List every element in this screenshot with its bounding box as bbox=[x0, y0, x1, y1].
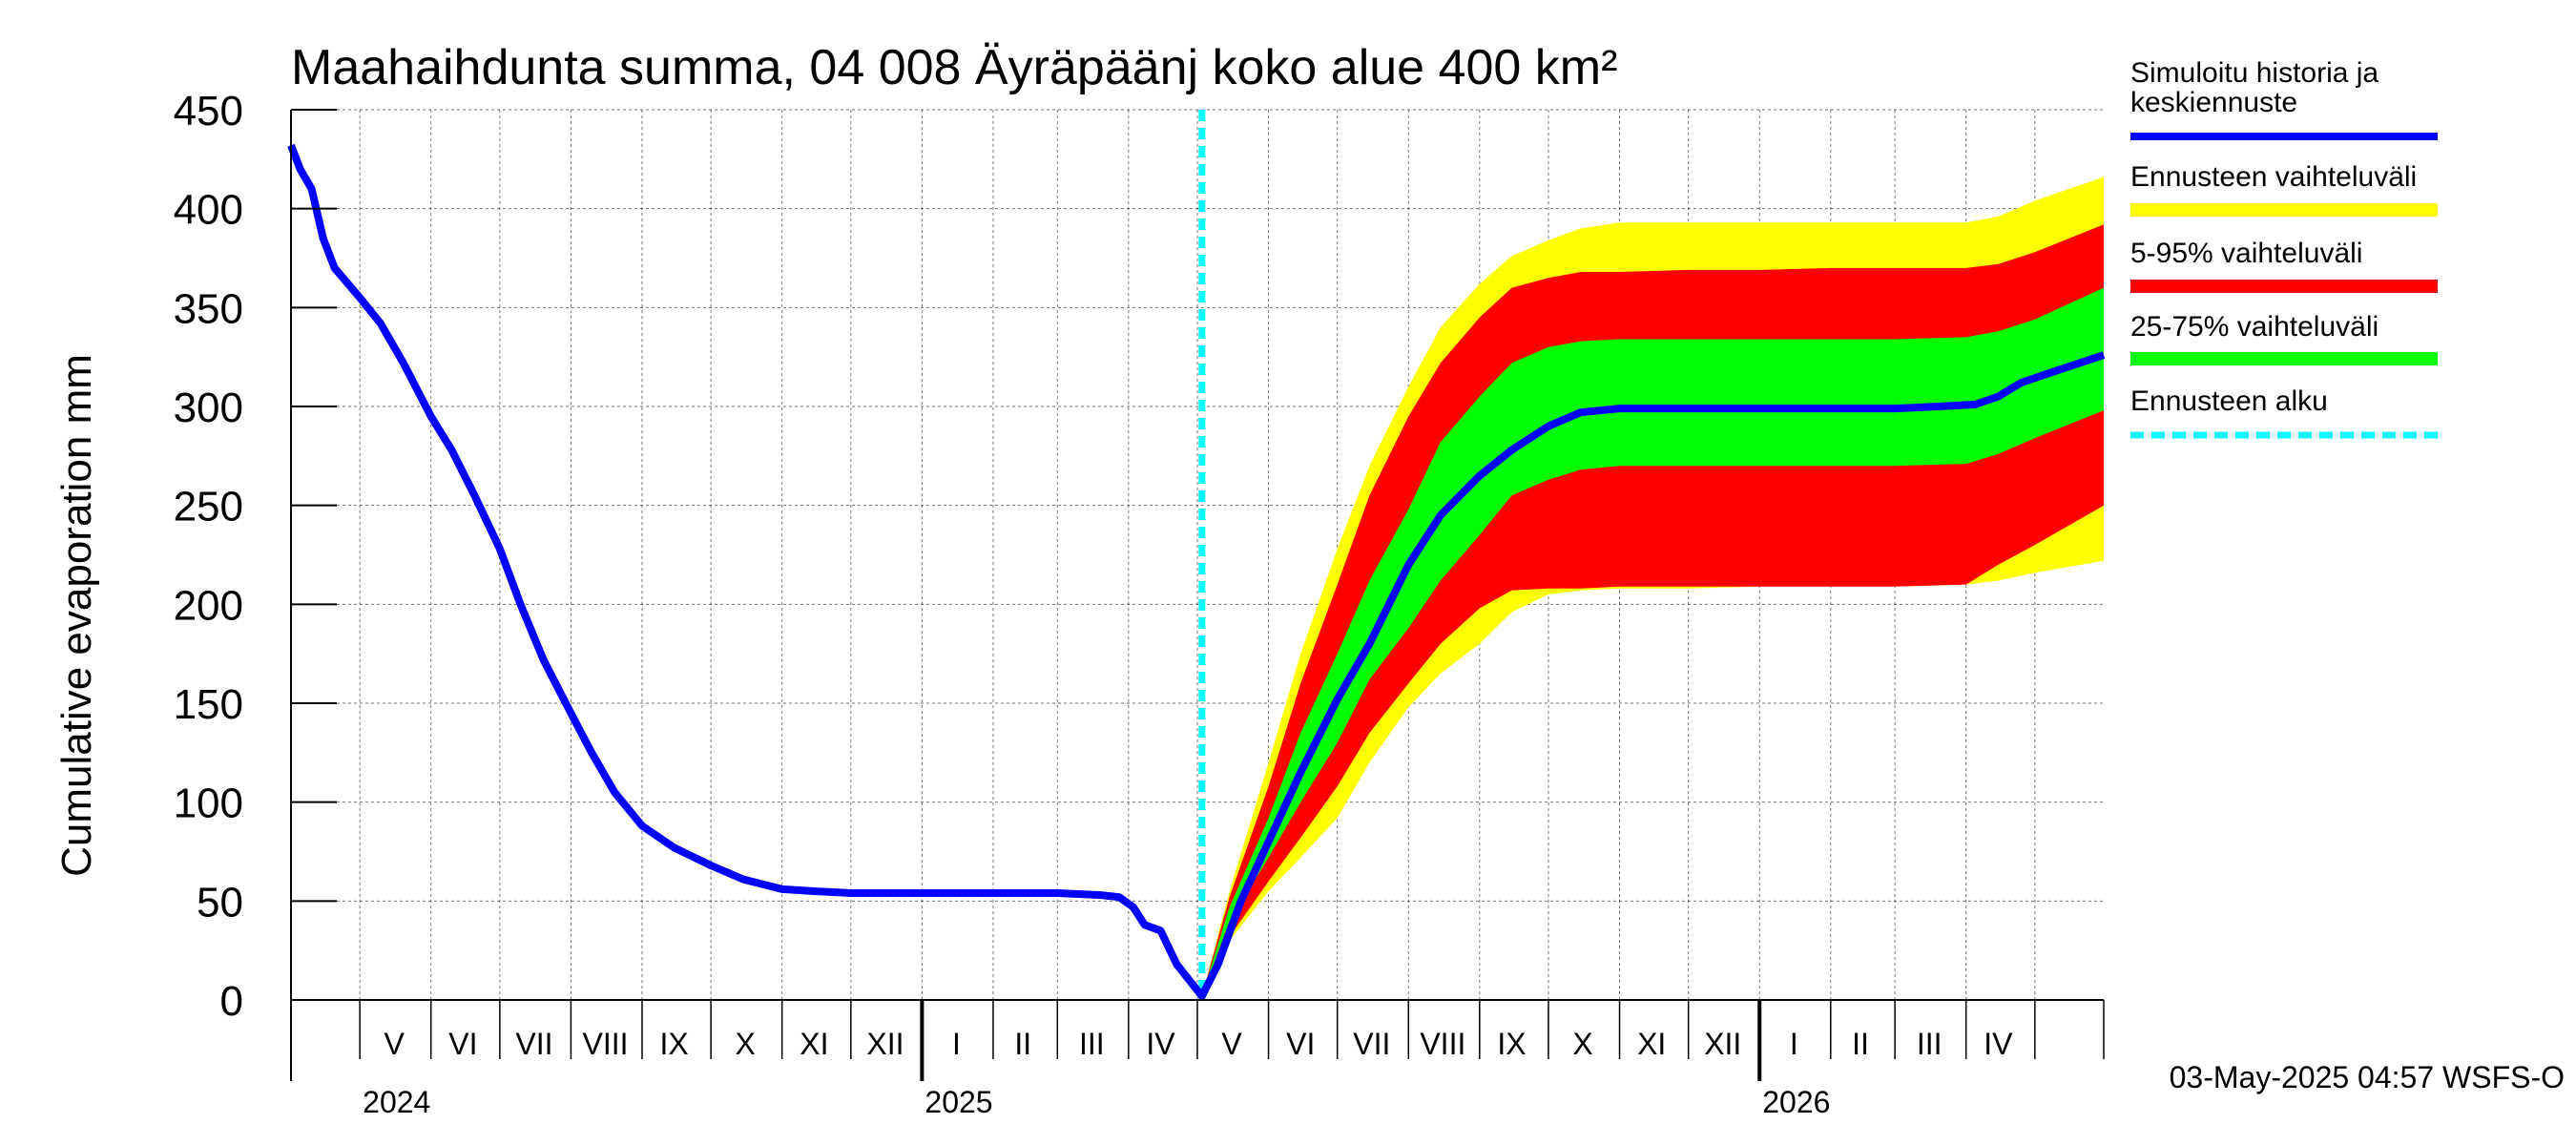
x-year-label: 2025 bbox=[924, 1085, 992, 1119]
y-tick-label: 0 bbox=[220, 978, 243, 1025]
footer-timestamp: 03-May-2025 04:57 WSFS-O bbox=[2170, 1060, 2565, 1094]
x-month-label: VIII bbox=[582, 1027, 628, 1061]
x-month-label: VII bbox=[515, 1027, 552, 1061]
y-tick-label: 200 bbox=[174, 582, 243, 629]
y-tick-label: 250 bbox=[174, 484, 243, 531]
band-25-75-vaihteluv-li bbox=[1201, 287, 2104, 996]
x-year-label: 2026 bbox=[1762, 1085, 1830, 1119]
x-month-label: II bbox=[1014, 1027, 1031, 1061]
chart-title: Maahaihdunta summa, 04 008 Äyräpäänj kok… bbox=[291, 40, 1617, 95]
x-month-label: VII bbox=[1353, 1027, 1390, 1061]
x-month-label: IV bbox=[1146, 1027, 1175, 1061]
x-month-label: VI bbox=[1286, 1027, 1315, 1061]
x-month-label: III bbox=[1079, 1027, 1105, 1061]
y-tick-label: 50 bbox=[197, 879, 243, 926]
series-line-simulated-history bbox=[287, 143, 2106, 1000]
legend-label: Simuloitu historia ja bbox=[2130, 57, 2379, 89]
x-month-label: IX bbox=[660, 1027, 689, 1061]
legend-label: 5-95% vaihteluväli bbox=[2130, 238, 2362, 269]
x-month-label: XI bbox=[800, 1027, 828, 1061]
y-tick-label: 350 bbox=[174, 285, 243, 332]
x-month-label: VIII bbox=[1420, 1027, 1465, 1061]
y-axis-label: Cumulative evaporation mm bbox=[53, 354, 100, 877]
x-month-label: X bbox=[1572, 1027, 1592, 1061]
x-month-label: XII bbox=[866, 1027, 904, 1061]
y-tick-label: 400 bbox=[174, 187, 243, 234]
x-month-label: I bbox=[1790, 1027, 1798, 1061]
x-month-label: XII bbox=[1704, 1027, 1741, 1061]
y-tick-label: 300 bbox=[174, 385, 243, 431]
x-month-label: XI bbox=[1637, 1027, 1666, 1061]
x-month-label: V bbox=[1221, 1027, 1242, 1061]
x-month-label: X bbox=[736, 1027, 756, 1061]
x-month-label: II bbox=[1852, 1027, 1869, 1061]
y-tick-label: 150 bbox=[174, 681, 243, 728]
x-month-label: V bbox=[384, 1027, 405, 1061]
x-year-label: 2024 bbox=[363, 1085, 430, 1119]
x-month-label: VI bbox=[448, 1027, 477, 1061]
x-month-label: IX bbox=[1497, 1027, 1526, 1061]
y-tick-label: 450 bbox=[174, 88, 243, 135]
x-month-label: IV bbox=[1984, 1027, 2013, 1061]
y-tick-label: 100 bbox=[174, 781, 243, 827]
legend-label: Ennusteen vaihteluväli bbox=[2130, 161, 2417, 193]
x-month-label: III bbox=[1917, 1027, 1942, 1061]
x-month-label: I bbox=[952, 1027, 961, 1061]
legend-label: Ennusteen alku bbox=[2130, 385, 2328, 417]
legend-label: 25-75% vaihteluväli bbox=[2130, 311, 2379, 343]
legend-label: keskiennuste bbox=[2130, 87, 2297, 118]
